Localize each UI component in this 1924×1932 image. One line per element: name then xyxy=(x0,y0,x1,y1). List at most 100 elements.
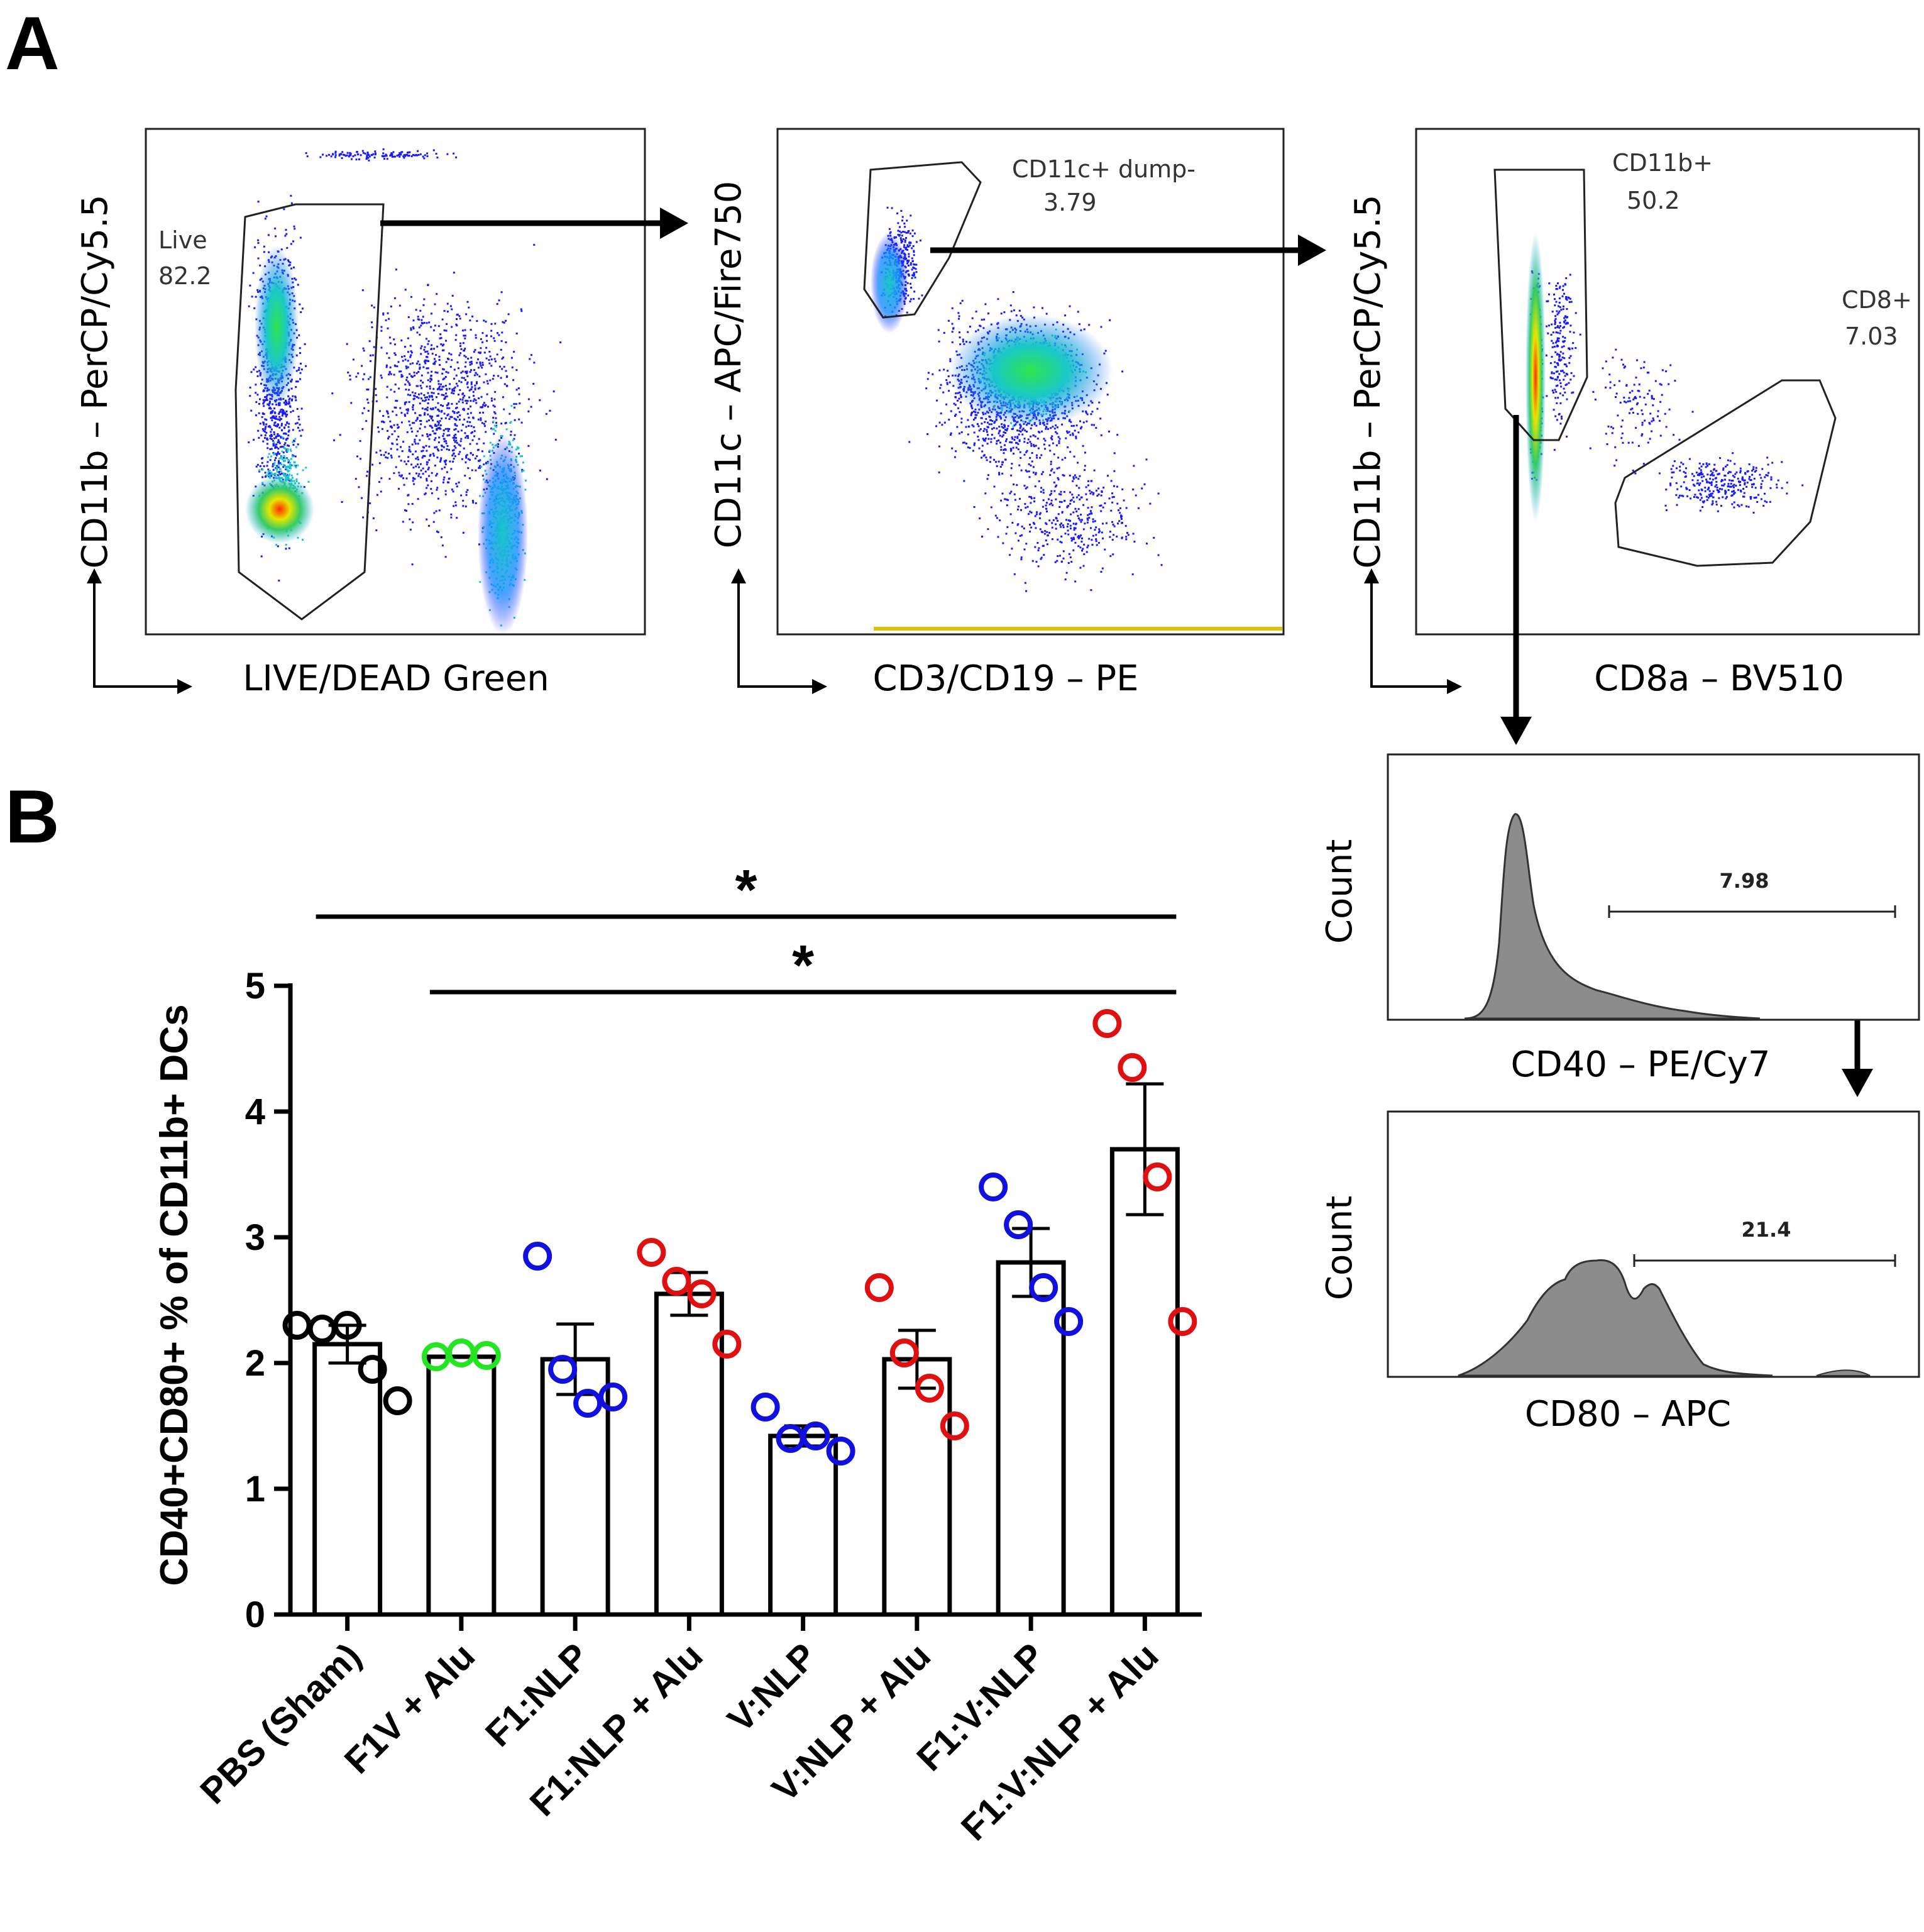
event-dot xyxy=(915,268,917,270)
event-dot xyxy=(440,457,443,460)
event-dot xyxy=(1095,427,1097,429)
event-dot xyxy=(1055,444,1058,446)
event-dot xyxy=(287,448,289,450)
event-dot xyxy=(295,370,298,372)
event-dot xyxy=(439,389,442,391)
event-dot xyxy=(423,322,426,324)
event-dot xyxy=(398,387,400,390)
event-dot xyxy=(437,441,440,444)
event-dot xyxy=(466,435,468,438)
event-dot xyxy=(500,422,503,425)
event-dot xyxy=(326,155,328,157)
event-dot xyxy=(434,446,436,449)
event-dot xyxy=(452,460,454,463)
event-dot xyxy=(281,414,283,417)
event-dot xyxy=(913,267,915,269)
event-dot xyxy=(953,402,955,405)
event-dot xyxy=(405,409,408,411)
event-dot xyxy=(334,156,337,158)
event-dot xyxy=(490,428,493,430)
event-dot xyxy=(436,293,438,295)
event-dot xyxy=(510,431,512,433)
event-dot xyxy=(281,408,283,411)
event-dot xyxy=(299,352,301,354)
event-dot xyxy=(419,368,421,370)
arrow-right-icon xyxy=(177,679,192,694)
event-dot xyxy=(442,435,444,437)
event-dot xyxy=(417,463,419,466)
event-dot xyxy=(458,400,460,403)
event-dot xyxy=(278,463,280,466)
event-dot xyxy=(412,480,414,482)
event-dot xyxy=(386,158,388,160)
event-dot xyxy=(273,453,275,456)
event-dot xyxy=(490,358,493,361)
event-dot xyxy=(967,446,969,449)
event-dot xyxy=(490,335,493,338)
event-dot xyxy=(443,478,445,481)
event-dot xyxy=(954,415,956,417)
event-dot xyxy=(943,368,945,371)
event-dot xyxy=(441,444,443,447)
event-dot xyxy=(1013,453,1015,455)
event-dot xyxy=(268,474,270,477)
event-dot xyxy=(249,284,251,287)
event-dot xyxy=(480,338,482,340)
event-dot xyxy=(285,415,287,417)
event-dot xyxy=(285,229,287,231)
event-dot xyxy=(278,442,281,444)
flow-plot-live-dead: Live 82.2 LIVE/DEAD Green CD11b – PerCP/… xyxy=(75,128,646,699)
event-dot xyxy=(444,440,447,443)
event-dot xyxy=(481,341,484,343)
event-dot xyxy=(443,368,445,371)
event-dot xyxy=(402,477,405,480)
event-dot xyxy=(424,408,426,411)
event-dot xyxy=(1016,437,1019,439)
event-dot xyxy=(358,158,360,160)
event-dot xyxy=(460,348,463,350)
event-dot xyxy=(393,424,395,426)
event-dot xyxy=(453,368,456,371)
event-dot xyxy=(1013,439,1016,441)
event-dot xyxy=(496,302,498,305)
event-dot xyxy=(284,412,287,414)
event-dot xyxy=(375,388,377,390)
event-dot xyxy=(444,395,447,398)
event-dot xyxy=(272,452,275,454)
event-dot xyxy=(304,343,306,345)
event-dot xyxy=(421,345,423,348)
event-dot xyxy=(954,456,956,458)
event-dot xyxy=(455,382,458,385)
event-dot xyxy=(407,494,410,496)
x-axis-label: LIVE/DEAD Green xyxy=(243,658,549,699)
event-dot xyxy=(411,376,414,378)
event-dot xyxy=(470,412,472,414)
event-dot xyxy=(364,152,366,155)
event-dot xyxy=(273,464,275,466)
event-dot xyxy=(478,397,480,399)
event-dot xyxy=(465,361,467,363)
event-dot xyxy=(465,356,467,358)
event-dot xyxy=(992,427,995,429)
event-dot xyxy=(298,367,300,369)
event-dot xyxy=(1100,326,1102,328)
event-dot xyxy=(416,418,419,421)
event-dot xyxy=(427,340,430,343)
event-dot xyxy=(951,331,954,333)
event-dot xyxy=(397,361,400,363)
event-dot xyxy=(288,470,290,472)
event-dot xyxy=(382,152,385,155)
event-dot xyxy=(473,369,476,372)
event-dot xyxy=(480,351,481,354)
event-dot xyxy=(965,426,967,428)
event-dot xyxy=(393,338,395,341)
event-dot xyxy=(255,414,257,417)
event-dot xyxy=(280,470,282,473)
event-dot xyxy=(443,440,446,443)
event-dot xyxy=(991,428,993,430)
event-dot xyxy=(493,428,495,430)
event-dot xyxy=(319,156,322,158)
event-dot xyxy=(498,299,500,302)
event-dot xyxy=(456,318,458,320)
event-dot xyxy=(282,446,285,448)
